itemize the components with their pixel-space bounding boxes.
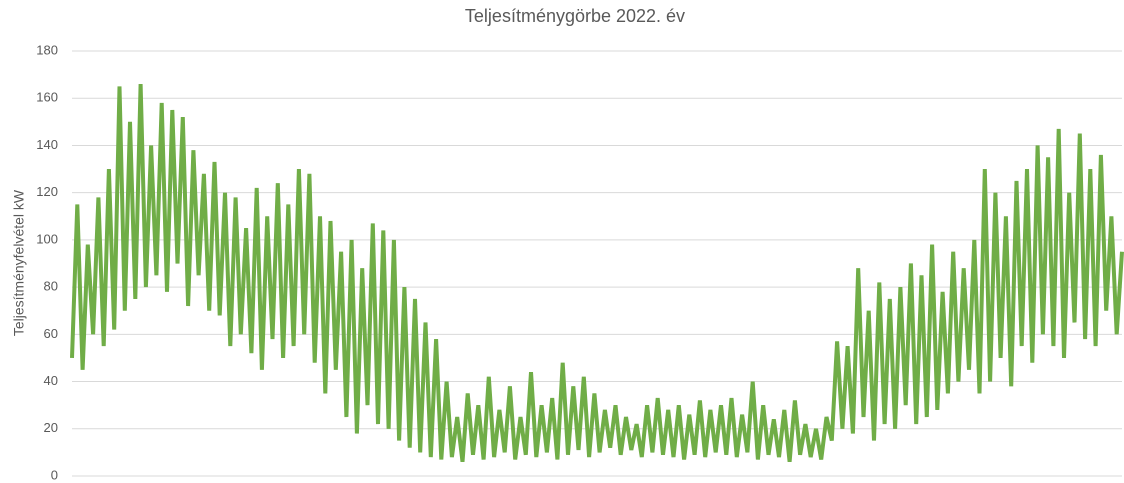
y-tick-label: 80 — [44, 279, 58, 294]
chart-title: Teljesítménygörbe 2022. év — [465, 6, 685, 26]
y-tick-label: 140 — [36, 137, 58, 152]
y-tick-label: 40 — [44, 373, 58, 388]
y-tick-label: 20 — [44, 420, 58, 435]
data-line — [70, 84, 1124, 463]
y-tick-label: 0 — [51, 467, 58, 482]
y-tick-label: 60 — [44, 326, 58, 341]
y-axis-title: Teljesítményfelvétel kW — [11, 189, 27, 336]
y-tick-label: 160 — [36, 90, 58, 105]
y-tick-label: 120 — [36, 184, 58, 199]
y-tick-label: 100 — [36, 231, 58, 246]
y-tick-label: 180 — [36, 42, 58, 57]
